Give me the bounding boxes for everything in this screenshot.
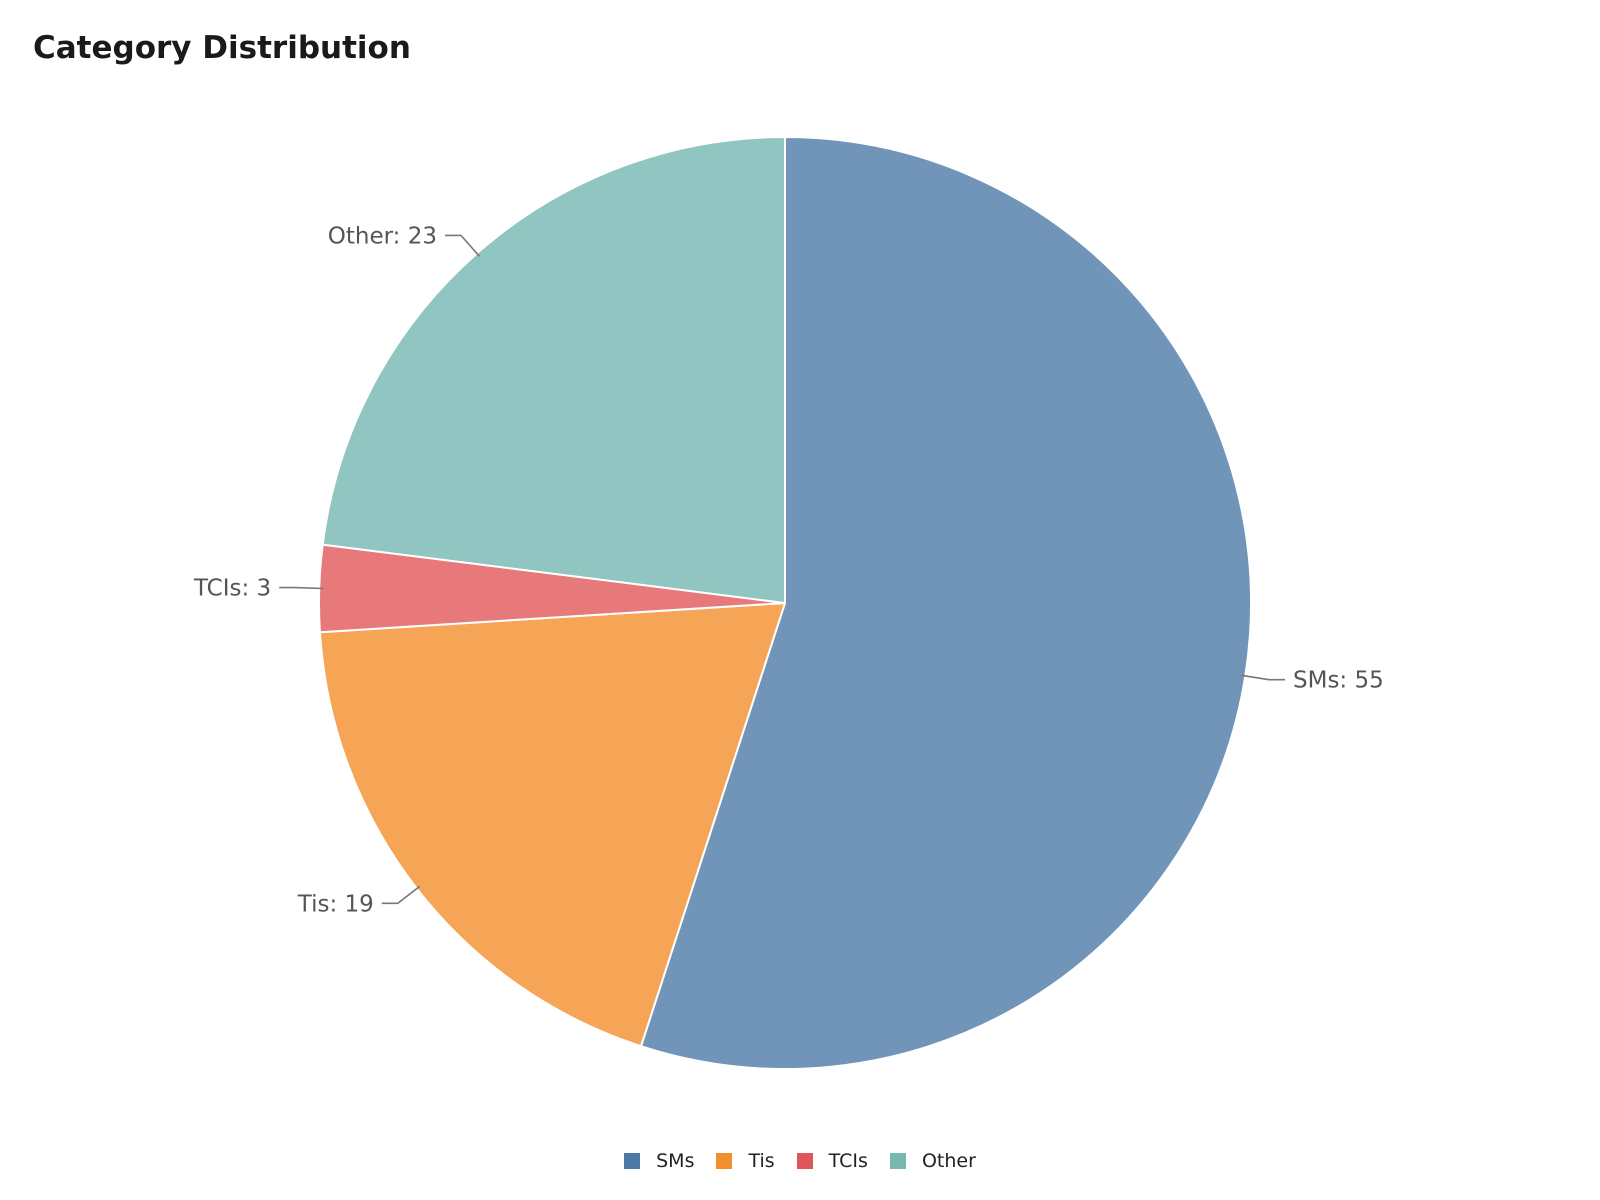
legend-label-sms: SMs bbox=[656, 1150, 695, 1172]
legend-item-tcis[interactable]: TCIs bbox=[796, 1150, 868, 1172]
legend-item-sms[interactable]: SMs bbox=[624, 1150, 694, 1172]
slice-label-sms: SMs: 55 bbox=[1293, 668, 1384, 694]
slice-label-tcis: TCIs: 3 bbox=[193, 576, 271, 602]
slice-label-other: Other: 23 bbox=[328, 223, 437, 249]
slice-label-tis: Tis: 19 bbox=[297, 891, 374, 917]
pie-slices bbox=[318, 136, 1253, 1070]
legend-item-tis[interactable]: Tis bbox=[716, 1150, 775, 1172]
legend-swatch-sms bbox=[624, 1153, 641, 1169]
legend-label-other: Other bbox=[921, 1150, 976, 1172]
chart-title: Category Distribution bbox=[33, 30, 411, 66]
legend-swatch-tcis bbox=[796, 1153, 813, 1169]
legend-label-tcis: TCIs bbox=[828, 1150, 868, 1172]
leader-line-sms bbox=[1241, 674, 1285, 681]
legend-item-other[interactable]: Other bbox=[889, 1150, 976, 1172]
legend-label-tis: Tis bbox=[748, 1150, 775, 1172]
leader-line-tis bbox=[381, 885, 421, 905]
leader-line-other bbox=[445, 234, 481, 257]
legend-swatch-other bbox=[889, 1153, 906, 1169]
legend: SMs Tis TCIs Other bbox=[0, 1150, 1600, 1172]
pie-labels: SMs: 55 Tis: 19 TCIs: 3 Other: 23 bbox=[193, 223, 1384, 917]
leader-line-tcis bbox=[279, 586, 324, 590]
pie-leader-lines bbox=[279, 234, 1285, 905]
pie-slice-other[interactable] bbox=[321, 136, 786, 604]
legend-swatch-tis bbox=[716, 1153, 733, 1169]
